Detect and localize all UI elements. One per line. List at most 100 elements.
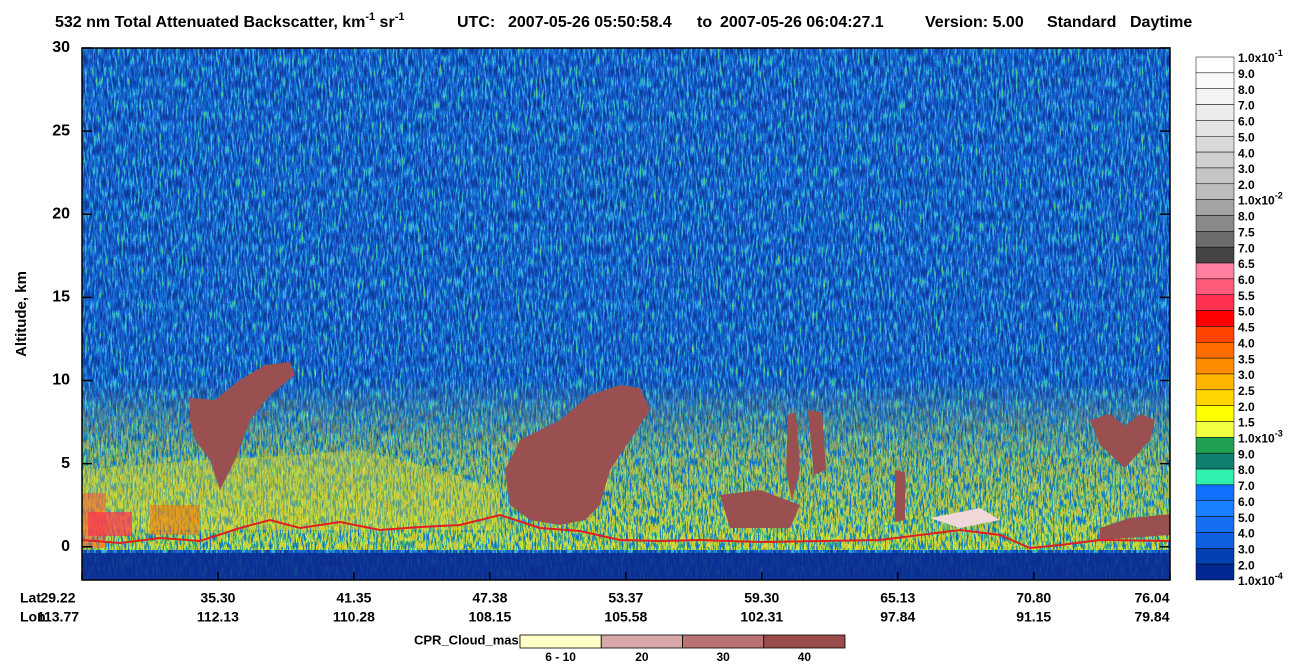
to-label: to [697,14,712,31]
colorbar-label-sup: -3 [1275,429,1283,439]
lon-label: 113.77 [37,609,79,625]
colorbar-swatch [1195,262,1235,280]
colorbar-swatch [1195,437,1235,454]
colorbar-label-base: 1.0x10 [1238,51,1275,65]
colorbar-label: 4.0 [1238,336,1255,350]
low-cloud [150,505,200,535]
colorbar-label: 7.0 [1238,241,1255,255]
cpr-legend-title: CPR_Cloud_mask [414,632,527,647]
colorbar-swatch [1195,310,1235,327]
colorbar-label: 6.0 [1238,495,1255,509]
colorbar-label: 6.0 [1238,273,1255,287]
lat-label: 41.35 [336,590,371,606]
y-tick-label: 25 [52,122,70,139]
lon-label: 79.84 [1134,609,1169,625]
colorbar-label-sup: -2 [1275,191,1283,201]
colorbar-label: 3.0 [1238,542,1255,556]
y-tick-label: 30 [52,39,70,56]
product: Standard [1047,14,1116,31]
colorbar-label: 1.0x10-4 [1238,571,1283,588]
lon-label: 108.15 [468,609,511,625]
utc-label: UTC: [457,14,495,31]
colorbar-swatch [1195,342,1235,359]
colorbar-swatch [1195,294,1235,311]
colorbar-swatch [1195,421,1235,438]
colorbar-swatch [1195,516,1235,533]
title-part: sr [375,14,395,31]
lat-label: 47.38 [472,590,507,606]
colorbar-label: 2.5 [1238,384,1255,398]
y-tick-label: 5 [61,455,70,472]
colorbar-label: 5.0 [1238,511,1255,525]
lat-label: 53.37 [608,590,643,606]
colorbar-label: 7.5 [1238,226,1255,240]
colorbar-label: 4.0 [1238,146,1255,160]
colorbar-swatch [1195,215,1235,232]
cpr-cloud [1090,414,1155,468]
colorbar-swatch [1195,56,1235,74]
colorbar-swatch [1195,104,1235,121]
colorbar-swatch [1195,452,1235,470]
colorbar-swatch [1195,246,1235,264]
cpr-cloud [786,412,800,500]
cpr-legend-label: 20 [635,650,649,664]
colorbar-label: 2.0 [1238,558,1255,572]
colorbar-label-base: 1.0x10 [1238,432,1275,446]
lat-label: 35.30 [200,590,235,606]
colorbar-label: 5.5 [1238,289,1255,303]
colorbar-label: 3.0 [1238,162,1255,176]
colorbar-label: 6.5 [1238,257,1255,271]
colorbar-label: 1.5 [1238,416,1255,430]
day-night: Daytime [1130,14,1192,31]
start-time: 2007-05-26 05:50:58.4 [508,14,672,31]
colorbar-label: 5.0 [1238,130,1255,144]
colorbar-swatch [1195,389,1235,406]
colorbar-label: 6.0 [1238,115,1255,129]
lat-label: 76.04 [1134,590,1169,606]
lon-label: 102.31 [740,609,783,625]
y-tick-label: 20 [52,205,70,222]
chart-title: 532 nm Total Attenuated Backscatter, km-… [55,11,404,31]
colorbar-swatch [1195,135,1235,153]
y-tick-label: 10 [52,372,70,389]
colorbar-swatch [1195,373,1235,391]
low-cloud [88,512,132,536]
colorbar-label: 8.0 [1238,463,1255,477]
cpr-legend-label: 6 - 10 [545,650,576,664]
lon-label: 97.84 [880,609,915,625]
title-sup: -1 [365,11,375,23]
colorbar-swatch [1195,548,1235,565]
cpr-legend-label: 40 [798,650,812,664]
colorbar-label: 3.5 [1238,352,1255,366]
colorbar-swatch [1195,326,1235,343]
colorbar-label: 9.0 [1238,67,1255,81]
colorbar-label: 1.0x10-3 [1238,429,1283,446]
colorbar-label-sup: -4 [1275,571,1283,581]
colorbar-label-sup: -1 [1275,48,1283,58]
y-axis-label: Altitude, km [13,271,30,357]
colorbar-swatch [1195,151,1235,169]
colorbar-swatch [1195,484,1235,502]
colorbar-swatch [1195,167,1235,185]
x-row-label: Lat [20,590,41,606]
colorbar-label: 3.0 [1238,368,1255,382]
colorbar-label: 2.0 [1238,400,1255,414]
colorbar-label: 9.0 [1238,447,1255,461]
colorbar-swatch [1195,357,1235,375]
lat-label: 65.13 [880,590,915,606]
colorbar-label: 4.5 [1238,321,1255,335]
lon-label: 112.13 [197,609,239,625]
colorbar-swatch [1195,405,1235,422]
colorbar-label-base: 1.0x10 [1238,574,1275,588]
cpr-legend-swatch [519,634,602,649]
colorbar-label: 7.0 [1238,99,1255,113]
cpr-legend-swatch [600,634,683,649]
colorbar-swatch [1195,500,1235,517]
colorbar-swatch [1195,88,1235,105]
cpr-cloud [505,385,650,525]
lat-label: 70.80 [1016,590,1051,606]
colorbar-label: 1.0x10-1 [1238,48,1283,65]
surface-return [82,513,1170,550]
cpr-legend-label: 30 [716,650,730,664]
cpr-cloud [808,410,826,475]
